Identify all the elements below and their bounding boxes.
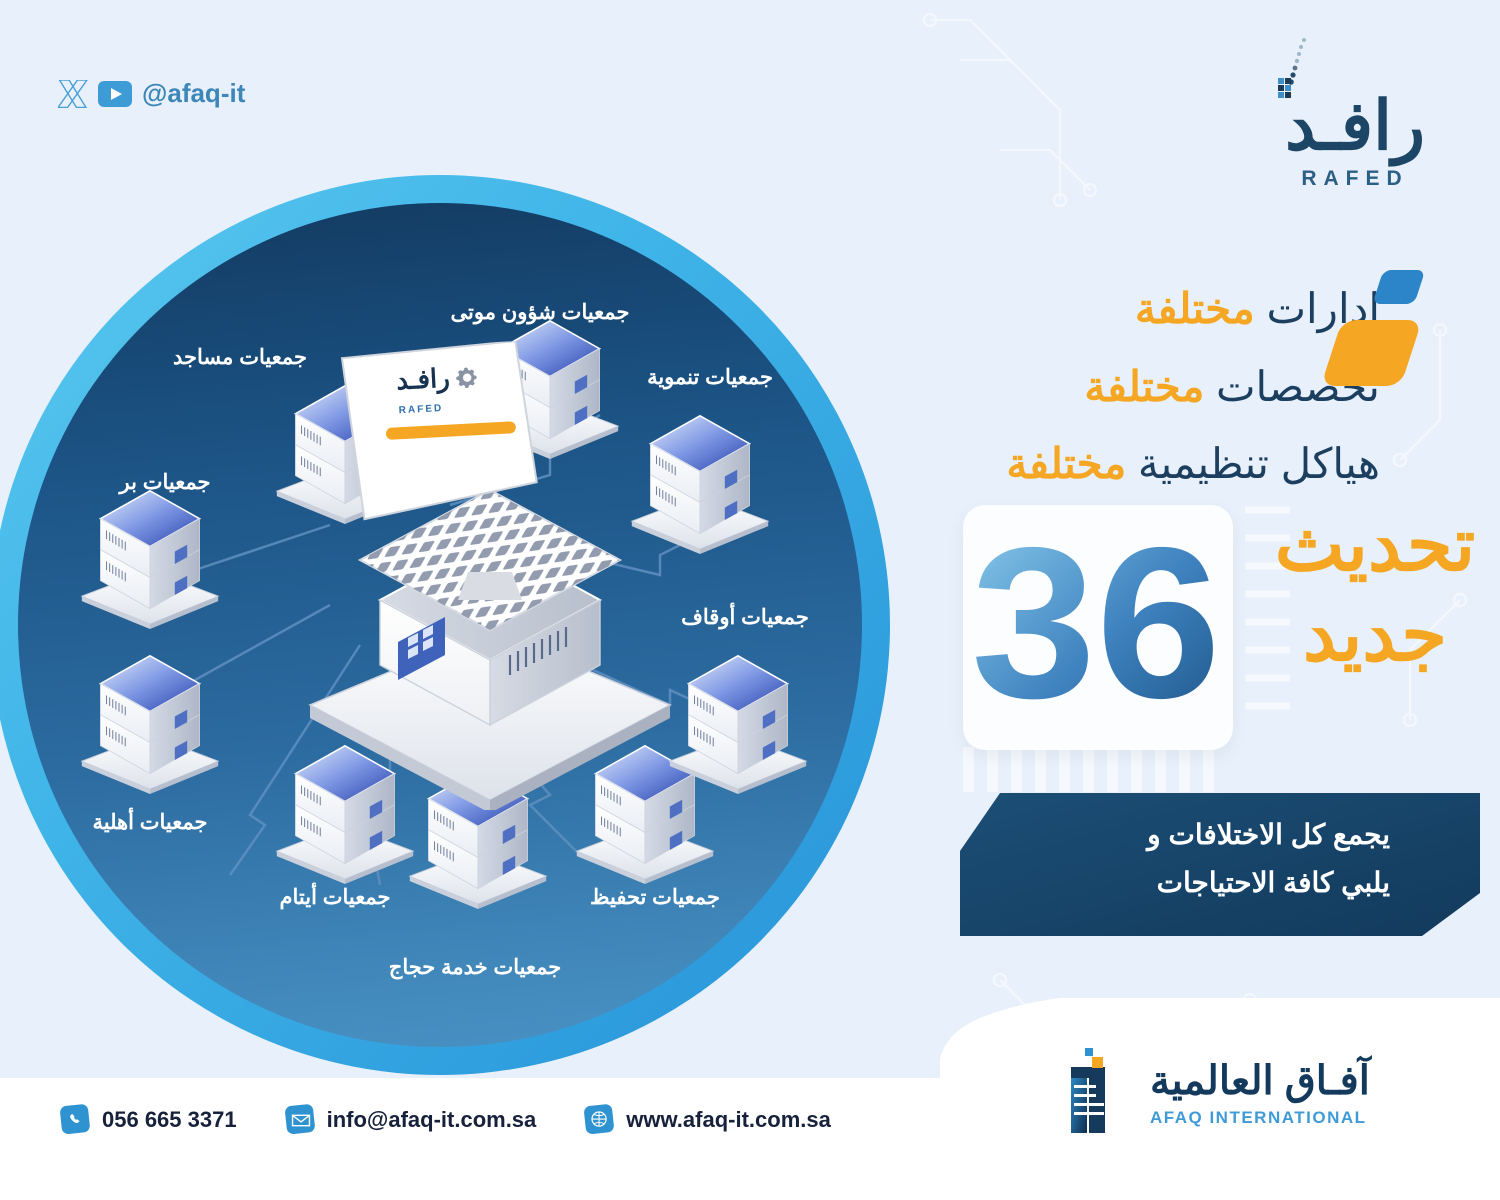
svg-text:36: 36 <box>971 505 1221 743</box>
